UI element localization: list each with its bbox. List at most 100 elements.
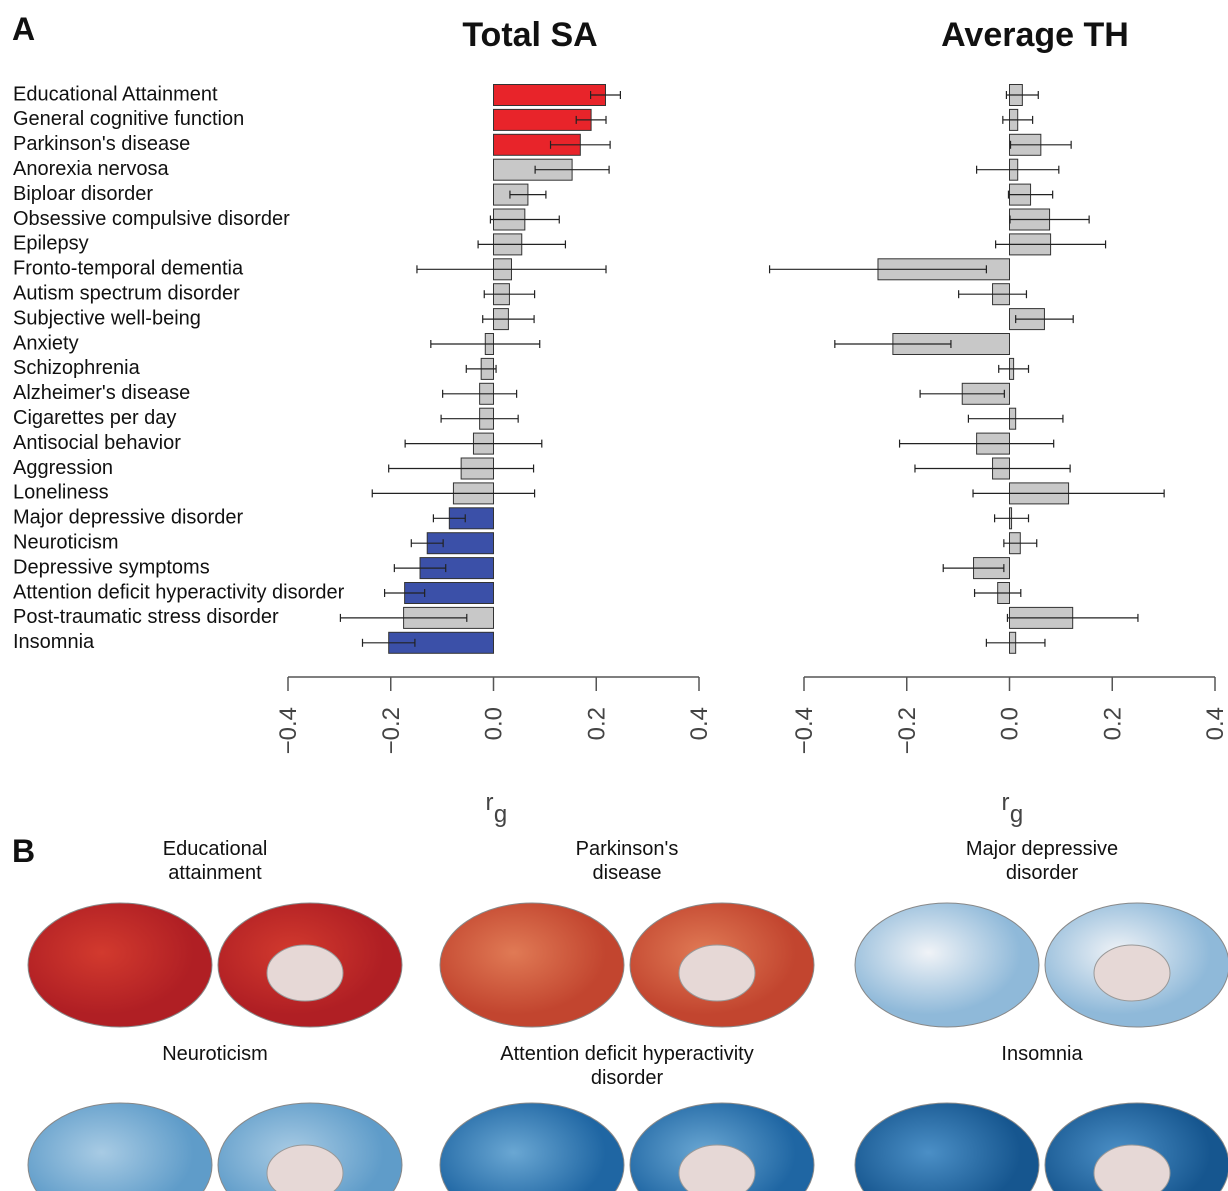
- category-label: Parkinson's disease: [13, 133, 190, 155]
- category-label: Major depressive disorder: [13, 507, 243, 529]
- error-bar: [1002, 115, 1034, 124]
- category-label: Obsessive compulsive disorder: [13, 208, 290, 230]
- brain-core: [1093, 944, 1171, 1002]
- error-bar: [995, 240, 1107, 249]
- category-label: Anorexia nervosa: [13, 158, 170, 180]
- x-tick-label: −0.4: [275, 707, 302, 754]
- category-label: Alzheimer's disease: [13, 382, 190, 404]
- brain-lateral: [439, 1102, 625, 1191]
- bar: [493, 84, 606, 106]
- error-bar: [1003, 539, 1038, 548]
- error-bar: [1009, 140, 1072, 149]
- error-bar: [482, 315, 535, 324]
- error-bar: [958, 290, 1028, 299]
- error-bar: [416, 265, 607, 274]
- brain-title: Attention deficit hyperactivity: [500, 1043, 753, 1065]
- error-bar: [477, 240, 567, 249]
- error-bar: [1015, 315, 1074, 324]
- chart-title: Average TH: [941, 16, 1129, 54]
- panel-label: A: [12, 11, 35, 47]
- error-bar: [575, 115, 607, 124]
- error-bar: [430, 340, 541, 348]
- error-bar: [967, 414, 1064, 423]
- x-tick-label: 0.4: [1202, 707, 1228, 740]
- brain-core: [266, 1144, 344, 1191]
- error-bar: [465, 364, 497, 373]
- error-bar: [919, 389, 1005, 398]
- x-axis-label-subscript: g: [1010, 801, 1023, 828]
- error-bar: [768, 265, 987, 274]
- brain-core: [678, 944, 756, 1002]
- brain-core: [266, 944, 344, 1002]
- error-bar: [440, 414, 519, 423]
- error-bar: [442, 389, 518, 398]
- brain-title: disorder: [1006, 862, 1079, 884]
- x-tick-label: 0.2: [1099, 707, 1126, 740]
- x-tick-label: 0.0: [481, 707, 508, 740]
- error-bar: [998, 364, 1030, 373]
- error-bar: [534, 165, 610, 174]
- error-bar: [1009, 215, 1090, 224]
- error-bar: [985, 638, 1046, 647]
- panel-label: B: [12, 833, 35, 869]
- error-bar: [973, 589, 1022, 597]
- error-bar: [432, 514, 466, 523]
- error-bar: [942, 564, 1005, 573]
- x-tick-label: −0.2: [378, 707, 405, 754]
- error-bar: [410, 539, 444, 548]
- brain-core: [1093, 1144, 1171, 1191]
- x-axis-label: r: [1002, 789, 1010, 816]
- brain-lateral: [27, 1102, 213, 1191]
- error-bar: [914, 464, 1071, 473]
- x-tick-label: −0.2: [894, 707, 921, 754]
- category-label: Autism spectrum disorder: [13, 282, 240, 304]
- error-bar: [393, 564, 447, 573]
- error-bar: [994, 514, 1030, 523]
- error-bar: [589, 91, 621, 99]
- category-label: Attention deficit hyperactivity disorder: [13, 581, 345, 603]
- error-bar: [483, 290, 536, 299]
- category-label: General cognitive function: [13, 108, 244, 130]
- error-bar: [834, 340, 952, 348]
- category-label: Depressive symptoms: [13, 556, 210, 578]
- x-axis-label: r: [486, 789, 494, 816]
- brain-title: Parkinson's: [576, 838, 679, 860]
- x-tick-label: 0.0: [997, 707, 1024, 740]
- error-bar: [1006, 613, 1139, 622]
- category-label: Anxiety: [13, 332, 79, 354]
- error-bar: [371, 489, 536, 498]
- error-bar: [898, 439, 1055, 448]
- category-label: Biploar disorder: [13, 183, 153, 205]
- category-label: Subjective well-being: [13, 307, 201, 329]
- error-bar: [549, 140, 611, 149]
- error-bar: [1005, 91, 1039, 99]
- category-label: Epilepsy: [13, 233, 89, 255]
- category-label: Cigarettes per day: [13, 407, 176, 429]
- category-label: Antisocial behavior: [13, 432, 181, 454]
- error-bar: [489, 215, 560, 224]
- category-label: Insomnia: [13, 631, 95, 653]
- category-label: Schizophrenia: [13, 357, 141, 379]
- brain-title: Insomnia: [1001, 1043, 1083, 1065]
- category-label: Neuroticism: [13, 531, 119, 553]
- error-bar: [1007, 190, 1054, 199]
- x-tick-label: 0.2: [583, 707, 610, 740]
- brain-title: disease: [593, 862, 662, 884]
- category-label: Post-traumatic stress disorder: [13, 606, 279, 628]
- error-bar: [404, 439, 543, 448]
- error-bar: [388, 464, 535, 473]
- brain-lateral: [854, 1102, 1040, 1191]
- error-bar: [972, 489, 1165, 498]
- chart-title: Total SA: [462, 16, 597, 54]
- category-label: Educational Attainment: [13, 83, 218, 105]
- brain-title: Neuroticism: [162, 1043, 268, 1065]
- brain-title: attainment: [168, 862, 262, 884]
- brain-lateral: [854, 902, 1040, 1028]
- brain-title: Major depressive: [966, 838, 1118, 860]
- error-bar: [509, 190, 547, 199]
- category-label: Loneliness: [13, 482, 109, 504]
- error-bar: [976, 165, 1060, 174]
- x-tick-label: 0.4: [686, 707, 713, 740]
- brain-title: disorder: [591, 1067, 664, 1089]
